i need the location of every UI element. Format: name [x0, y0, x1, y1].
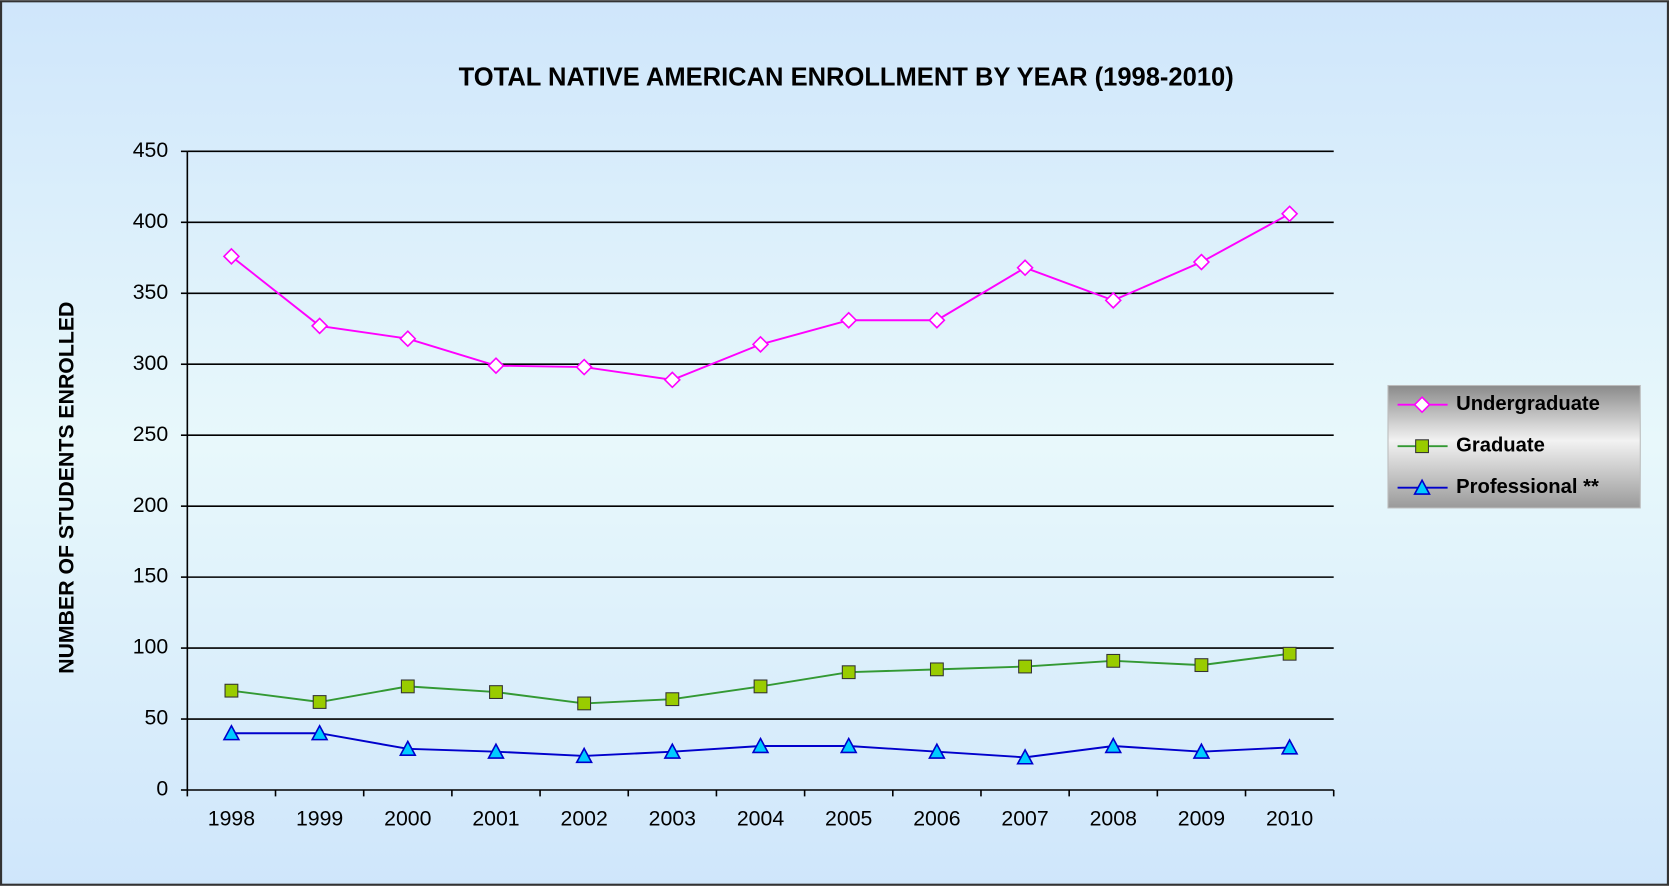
- point: [1281, 205, 1299, 223]
- y-tick-label: 450: [133, 138, 168, 162]
- point: [487, 357, 505, 375]
- point: [399, 739, 417, 757]
- point: [1194, 658, 1209, 673]
- x-tick-label: 2006: [913, 806, 960, 830]
- y-tick-label: 200: [133, 493, 168, 517]
- x-tick-label: 1998: [208, 806, 255, 830]
- point: [487, 742, 505, 759]
- point: [222, 247, 241, 265]
- y-tick-label: 150: [133, 564, 168, 588]
- legend-label: Graduate: [1456, 435, 1545, 457]
- point: [1280, 738, 1299, 755]
- point: [222, 724, 241, 741]
- point: [575, 746, 593, 764]
- y-tick-label: 300: [133, 351, 168, 375]
- point: [751, 335, 770, 353]
- x-tick-label: 2000: [384, 806, 431, 830]
- point: [840, 311, 858, 329]
- x-tick-label: 2002: [561, 806, 608, 830]
- point: [841, 665, 856, 680]
- point: [928, 311, 946, 329]
- x-tick-label: 2005: [825, 806, 872, 830]
- point: [839, 736, 858, 754]
- legend-label: Professional **: [1456, 476, 1599, 498]
- point: [928, 742, 946, 759]
- point: [1016, 259, 1034, 277]
- chart-title: TOTAL NATIVE AMERICAN ENROLLMENT BY YEAR…: [459, 64, 1234, 92]
- y-tick-label: 350: [133, 280, 168, 304]
- legend-marker: [1413, 396, 1431, 414]
- y-tick-label: 50: [145, 706, 169, 730]
- point: [400, 679, 415, 694]
- legend-marker: [1413, 478, 1431, 495]
- legend-label: Undergraduate: [1456, 393, 1600, 415]
- legend-marker: [1415, 439, 1429, 454]
- point: [1104, 291, 1122, 309]
- x-tick-label: 2003: [649, 806, 696, 830]
- x-tick-label: 2007: [1001, 806, 1048, 830]
- point: [1016, 748, 1034, 765]
- point: [1192, 742, 1211, 759]
- x-tick-label: 2004: [737, 806, 784, 830]
- x-tick-label: 2001: [472, 806, 519, 830]
- point: [577, 696, 592, 711]
- point: [1018, 659, 1032, 674]
- y-axis-title: NUMBER OF STUDENTS ENROLLED: [55, 302, 79, 674]
- point: [1192, 253, 1211, 271]
- point: [312, 695, 327, 709]
- point: [489, 685, 503, 699]
- point: [224, 683, 239, 698]
- point: [751, 736, 770, 754]
- x-tick-label: 2008: [1090, 806, 1137, 830]
- y-tick-label: 0: [156, 777, 168, 801]
- point: [929, 662, 944, 677]
- point: [311, 317, 329, 335]
- point: [665, 692, 680, 707]
- point: [399, 330, 417, 348]
- point: [753, 679, 768, 694]
- point: [1104, 736, 1123, 754]
- point: [1282, 646, 1297, 661]
- point: [1106, 653, 1121, 668]
- x-tick-label: 2009: [1178, 806, 1225, 830]
- point: [663, 371, 681, 389]
- y-tick-label: 400: [133, 209, 168, 233]
- y-tick-label: 100: [133, 635, 168, 659]
- x-tick-label: 2010: [1266, 806, 1313, 830]
- x-tick-label: 1999: [296, 806, 343, 830]
- point: [663, 742, 682, 759]
- y-tick-label: 250: [133, 422, 168, 446]
- point: [310, 724, 329, 741]
- point: [575, 358, 593, 376]
